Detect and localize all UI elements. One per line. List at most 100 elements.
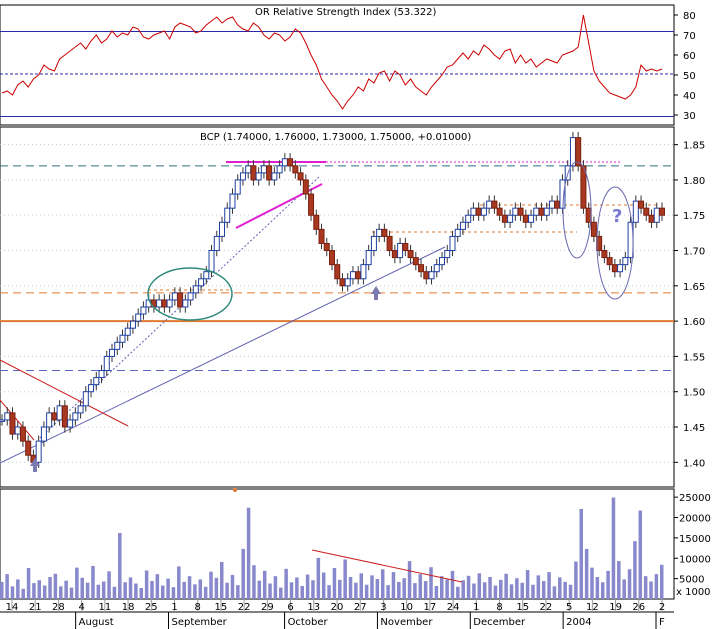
candle-body-up — [433, 264, 440, 273]
dip-ellipse — [596, 186, 634, 300]
candle-body-up — [171, 292, 178, 301]
candle-body-up — [439, 257, 445, 266]
volume-bar — [660, 564, 664, 599]
volume-bar — [348, 577, 353, 599]
volume-bar — [32, 583, 36, 599]
month-label: 2004 — [566, 617, 591, 628]
volume-bar — [268, 583, 272, 599]
volume-bar — [338, 579, 342, 599]
day-tick-label: 25 — [145, 602, 158, 613]
candlestick — [617, 259, 624, 278]
candlestick — [407, 244, 414, 264]
candlestick — [318, 223, 325, 250]
candlestick — [276, 160, 283, 179]
volume-bar — [370, 575, 374, 599]
candle-body-up — [428, 271, 435, 280]
month-labels: August September October November December 20… — [75, 612, 665, 629]
candlestick — [119, 329, 126, 348]
day-ticks: 14 21 28 4 11 18 25 1 8 15 22 29 6 13 20 27 3 10 17 24 1 8 15 2… — [6, 599, 665, 613]
day-tick-label: 6 — [287, 602, 293, 613]
volume-bar — [552, 586, 557, 599]
candlestick — [93, 371, 100, 391]
candlestick — [334, 259, 341, 285]
candlestick — [418, 259, 425, 278]
candlestick — [219, 216, 225, 243]
candlestick — [370, 230, 377, 257]
candlestick — [109, 343, 115, 363]
volume-bar — [499, 579, 503, 599]
price-tick-label: 1.65 — [683, 282, 705, 293]
volume-bar — [380, 569, 385, 599]
volume-bars — [0, 497, 664, 599]
volume-bar — [617, 561, 621, 599]
volume-bar — [246, 507, 251, 599]
volume-y-ticks: 25000 20000 15000 10000 5000 — [674, 493, 711, 586]
volume-bar — [128, 577, 133, 599]
candle-body-down — [412, 257, 419, 266]
candle-body-down — [61, 405, 68, 428]
volume-bar — [21, 588, 25, 599]
candlestick — [491, 195, 498, 214]
candle-body-up — [397, 242, 404, 259]
candle-body-down — [496, 207, 503, 216]
candle-body-up — [507, 214, 514, 223]
candle-body-down — [292, 165, 299, 174]
day-tick-label: 8 — [496, 602, 502, 613]
candle-body-down — [51, 412, 58, 421]
candlestick — [67, 414, 74, 433]
volume-bar — [193, 584, 197, 599]
red-downtrend-price — [0, 359, 129, 427]
candle-body-up — [470, 207, 477, 216]
candle-body-up — [260, 165, 267, 174]
candle-body-up — [622, 257, 629, 266]
candlestick — [496, 202, 503, 221]
volume-bar — [595, 577, 600, 599]
volume-bar — [600, 582, 605, 599]
rsi-plot-area — [0, 4, 675, 126]
candle-body-down — [590, 221, 597, 237]
candlestick — [103, 350, 110, 377]
candle-body-up — [46, 412, 53, 428]
candlestick — [114, 336, 121, 355]
candle-body-up — [192, 285, 199, 294]
candlestick — [77, 400, 84, 419]
volume-tick-label: 15000 — [679, 534, 711, 545]
candle-body-up — [549, 200, 555, 209]
candle-body-down — [575, 137, 582, 167]
candle-body-down — [334, 264, 341, 280]
day-tick-label: 8 — [195, 602, 201, 613]
candle-body-down — [308, 193, 315, 216]
candle-body-up — [533, 207, 540, 216]
candlestick — [622, 251, 629, 271]
candle-body-up — [559, 179, 566, 209]
candlestick — [234, 174, 241, 200]
candle-body-down — [538, 207, 545, 216]
candle-body-down — [418, 264, 425, 273]
volume-bar — [515, 578, 519, 599]
price-y-ticks: 1.85 1.80 1.75 1.70 1.65 1.60 1.55 1.50 1.45 1.40 — [674, 141, 705, 469]
candle-body-up — [82, 391, 89, 407]
volume-bar — [69, 587, 74, 599]
candle-body-up — [454, 228, 461, 237]
volume-tick-label: 25000 — [679, 493, 711, 504]
candlestick — [287, 153, 294, 172]
volume-bar — [482, 582, 487, 599]
day-tick-label: 15 — [516, 602, 529, 613]
candle-body-down — [606, 257, 613, 266]
month-label: August — [79, 617, 114, 628]
volume-bar — [397, 581, 401, 599]
candlestick — [459, 216, 466, 235]
candlestick — [444, 244, 451, 264]
volume-bar — [284, 568, 288, 599]
volume-bar — [563, 581, 567, 599]
candle-body-up — [255, 172, 262, 181]
candlestick — [638, 195, 645, 214]
candle-body-down — [522, 214, 529, 223]
volume-bar — [316, 557, 321, 599]
volume-tick-label: 5000 — [679, 575, 704, 586]
candle-body-up — [444, 250, 451, 259]
day-tick-label: 10 — [400, 602, 413, 613]
candlestick — [129, 315, 136, 334]
volume-bar — [456, 586, 460, 599]
volume-bar — [42, 585, 47, 599]
